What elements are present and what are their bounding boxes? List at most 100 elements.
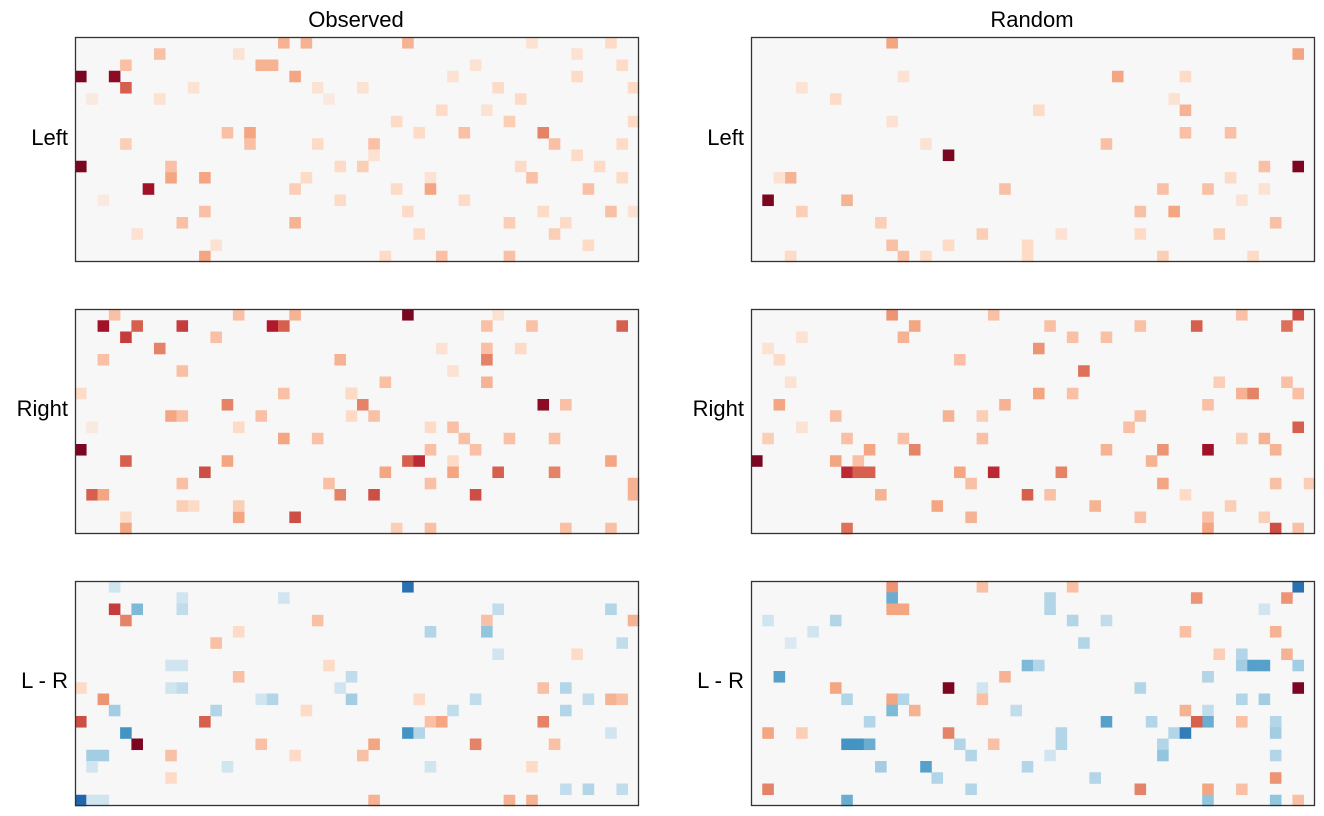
heatmap-cell <box>773 172 786 184</box>
heatmap-cell <box>75 387 87 400</box>
row-label-right-observed: Right <box>17 396 68 421</box>
heatmap-cell <box>1044 749 1056 762</box>
heatmap-cell <box>368 794 380 807</box>
heatmap-cell <box>481 342 493 355</box>
heatmap-cell <box>1100 138 1113 150</box>
heatmap-cell <box>1111 70 1124 83</box>
heatmap-cell <box>323 477 335 490</box>
heatmap-cell <box>751 455 763 467</box>
heatmap-cell <box>987 309 1000 321</box>
heatmap-cell <box>379 376 392 389</box>
heatmap-cell <box>323 659 335 672</box>
heatmap-cell <box>323 93 335 105</box>
heatmap-cell <box>886 581 898 593</box>
heatmap-cell <box>232 48 245 60</box>
heatmap-cell <box>605 603 617 616</box>
heatmap-cell <box>1281 648 1293 661</box>
heatmap-cell <box>1224 500 1237 512</box>
heatmap-cell <box>1292 48 1305 60</box>
heatmap-cell <box>1179 104 1192 117</box>
heatmap-cell <box>390 522 403 535</box>
heatmap-cell <box>1157 183 1169 195</box>
heatmap-cell <box>334 489 347 501</box>
heatmap-cell <box>1179 704 1192 717</box>
heatmap-cell <box>605 455 617 467</box>
heatmap-cell <box>255 410 268 422</box>
heatmap-cell <box>863 716 876 728</box>
heatmap-cell <box>447 70 459 83</box>
row-label-right-random: Right <box>693 396 744 421</box>
heatmap-cell <box>86 761 98 773</box>
heatmap-cell <box>942 727 955 739</box>
heatmap-cell <box>75 716 87 728</box>
heatmap-cell <box>875 489 887 501</box>
heatmap-cell <box>1292 794 1305 807</box>
heatmap-cell <box>424 761 437 773</box>
heatmap-cell <box>1134 511 1147 524</box>
heatmap-cell <box>1269 716 1282 728</box>
heatmap-cell <box>605 693 617 706</box>
heatmap-cell <box>447 704 459 717</box>
heatmap-random-diff <box>750 580 1316 807</box>
heatmap-cell <box>447 365 459 377</box>
heatmap-cell <box>1247 250 1259 263</box>
heatmap-cell <box>1010 704 1023 717</box>
heatmap-cell <box>954 466 966 479</box>
heatmap-observed-right <box>74 308 640 535</box>
heatmap-cell <box>1021 761 1034 773</box>
heatmap-cell <box>345 387 358 400</box>
heatmap-panels <box>74 36 1316 807</box>
heatmap-cell <box>571 70 583 83</box>
heatmap-cell <box>1100 444 1113 456</box>
heatmap-cell <box>829 410 842 422</box>
heatmap-cell <box>1179 127 1192 139</box>
heatmap-cell <box>796 421 808 434</box>
heatmap-cell <box>593 160 606 173</box>
heatmap-cell <box>965 749 977 762</box>
heatmap-cell <box>402 205 414 218</box>
heatmap-cell <box>97 354 110 366</box>
heatmap-cell <box>379 250 392 263</box>
heatmap-cell <box>942 682 955 694</box>
heatmap-cell <box>1292 387 1305 400</box>
heatmap-cell <box>86 794 98 807</box>
heatmap-cell <box>481 354 493 366</box>
heatmap-cell <box>187 82 200 94</box>
heatmap-cell <box>1258 160 1271 173</box>
heatmap-cell <box>1168 93 1180 105</box>
heatmap-cell <box>1055 228 1068 240</box>
row-label-left-random: Left <box>707 125 744 150</box>
heatmap-cell <box>165 772 177 784</box>
heatmap-cell <box>97 320 110 332</box>
heatmap-cell <box>1055 727 1068 739</box>
heatmap-cell <box>1078 637 1090 649</box>
heatmap-cell <box>1269 749 1282 762</box>
heatmap-cell <box>176 659 189 672</box>
heatmap-cell <box>1247 659 1259 672</box>
heatmap-cell <box>289 70 301 83</box>
heatmap-cell <box>1134 682 1147 694</box>
heatmap-cell <box>357 160 369 173</box>
heatmap-frame <box>750 36 1316 263</box>
heatmap-cell <box>1269 217 1282 229</box>
heatmap-cell <box>886 239 898 252</box>
heatmap-cell <box>863 444 876 456</box>
heatmap-cell <box>1292 522 1305 535</box>
heatmap-cell <box>863 738 876 751</box>
heatmap-cell <box>278 320 290 332</box>
heatmap-cell <box>278 37 290 49</box>
heatmap-cell <box>368 149 380 162</box>
heatmap-cell <box>75 682 87 694</box>
heatmap-cell <box>255 738 268 751</box>
heatmap-cell <box>481 614 493 627</box>
heatmap-cell <box>232 511 245 524</box>
heatmap-cell <box>255 59 268 72</box>
heatmap-cell <box>1033 387 1045 400</box>
heatmap-cell <box>210 331 222 344</box>
heatmap-cell <box>447 466 459 479</box>
heatmap-cell <box>605 205 617 218</box>
heatmap-cell <box>1236 432 1248 445</box>
heatmap-cell <box>108 603 121 616</box>
heatmap-cell <box>1145 455 1158 467</box>
heatmap-cell <box>616 320 629 332</box>
